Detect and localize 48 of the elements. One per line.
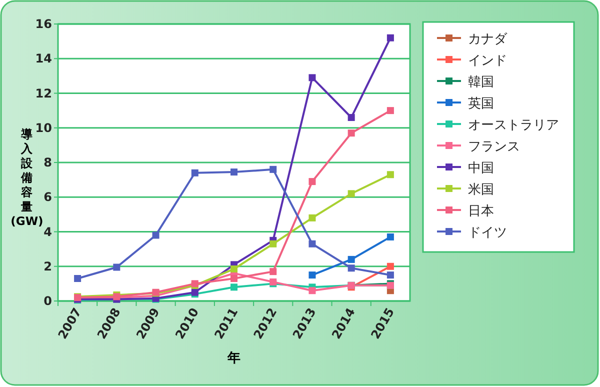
point — [270, 240, 277, 248]
y-tick-label: 6 — [44, 190, 52, 204]
y-tick-label: 12 — [35, 86, 52, 100]
legend-label: カナダ — [468, 32, 508, 47]
point — [270, 268, 277, 276]
y-tick-label: 10 — [35, 120, 52, 135]
legend-label: 韓国 — [468, 75, 494, 90]
point — [386, 107, 394, 114]
point — [308, 74, 316, 82]
legend-label: オーストラリア — [468, 118, 559, 133]
point — [386, 171, 394, 178]
point — [386, 262, 394, 270]
point — [270, 166, 277, 173]
point — [348, 190, 355, 198]
point — [348, 130, 355, 137]
point — [348, 264, 355, 272]
point — [74, 274, 82, 282]
legend-label: ドイツ — [468, 226, 507, 240]
legend-label: インド — [468, 54, 507, 68]
point — [308, 272, 316, 279]
y-tick-label: 8 — [44, 156, 52, 170]
legend-label: フランス — [468, 140, 520, 154]
point — [348, 256, 355, 263]
point — [152, 232, 160, 239]
point — [386, 272, 394, 279]
point — [348, 114, 355, 121]
y-tick-label: 0 — [44, 294, 52, 308]
point — [386, 233, 394, 240]
point — [308, 178, 316, 186]
point — [191, 169, 198, 176]
x-axis-title: 年 — [226, 351, 240, 366]
legend-label: 英国 — [468, 96, 494, 112]
y-tick-label: 4 — [44, 224, 52, 239]
point — [230, 284, 238, 291]
point — [386, 34, 394, 42]
y-tick-label: 2 — [44, 259, 52, 274]
legend-label: 日本 — [468, 204, 494, 219]
point — [230, 265, 238, 272]
point — [230, 168, 238, 176]
point — [113, 264, 120, 271]
y-tick-label: 14 — [35, 52, 52, 66]
point — [308, 287, 316, 294]
point — [230, 274, 238, 282]
legend-label: 中国 — [468, 161, 494, 176]
legend-label: 米国 — [468, 182, 494, 198]
y-tick-label: 16 — [35, 17, 52, 31]
point — [308, 214, 316, 222]
point — [308, 240, 316, 248]
